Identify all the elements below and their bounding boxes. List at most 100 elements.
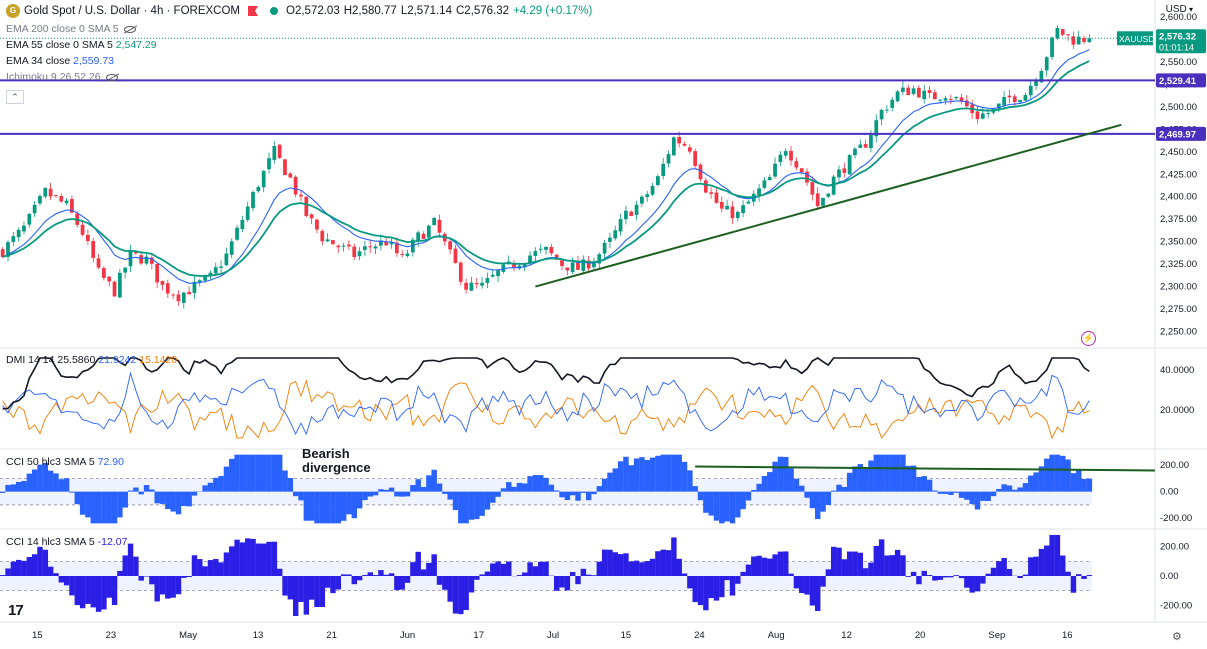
cci50-bar [21,480,27,492]
candle-body [219,266,223,268]
candle-body [480,282,484,286]
settings-gear-icon[interactable]: ⚙ [1172,631,1182,643]
candle-body [597,254,602,264]
cci14-bar [729,576,736,596]
symbol-header[interactable]: G Gold Spot / U.S. Dollar · 4h · FOREXCO… [6,3,592,19]
cci50-bar [1017,487,1023,492]
cci50-bar [649,457,656,492]
cci14-bar [862,568,869,576]
candle-body [581,259,586,271]
candle-body [1050,37,1054,58]
candle-body [533,251,538,256]
cci50-bar [916,477,922,492]
candle-body [778,154,783,163]
candle-body [554,254,559,260]
cci50-bar [356,491,363,509]
candle-body [565,267,570,271]
legend-ema34[interactable]: EMA 34 close 2,559.73 [6,53,114,69]
cci50-bar [783,456,789,492]
legend-cci14[interactable]: CCI 14 hlc3 SMA 5 -12.07 [6,534,127,550]
legend-dmi[interactable]: DMI 14 14 25.5860 21.9242 15.1420 [6,352,177,368]
legend-ema55[interactable]: EMA 55 close 0 SMA 5 2,547.29 [6,37,157,53]
x-tick-label: Aug [768,630,785,641]
hidden-eye-icon[interactable] [123,25,136,33]
cci14-bar [884,555,890,576]
level-price-tag [1156,73,1206,88]
cci50-bar [452,491,459,511]
annotation-line-1: Bearish [302,446,350,461]
cci50-bar [303,491,310,521]
collapse-legend-button[interactable]: ⌃ [6,90,24,104]
flag-icon[interactable] [248,6,259,16]
price-tick-label: 2,325.00 [1160,259,1197,270]
cci14-bar [442,576,448,590]
cci50-bar [42,462,49,492]
symbol-tag [1117,31,1153,46]
cci50-bar [548,484,555,492]
cci14-bar [282,576,288,596]
bearish-divergence-annotation[interactable]: Bearish divergence [302,447,371,475]
cci14-bar [463,576,469,611]
candle-body [379,240,383,246]
candle-body [741,205,745,214]
candle-body [980,113,985,119]
candle-body [954,97,959,99]
cci14-bar [740,571,746,576]
cci50-bar [644,460,650,492]
candle-body [315,219,319,230]
legend-ichimoku-label: Ichimoku 9 26 52 26 [6,71,101,83]
hidden-eye-icon[interactable] [105,73,118,81]
legend-ichimoku[interactable]: Ichimoku 9 26 52 26 [6,69,118,85]
cci50-bar [564,491,571,501]
legend-ema200-label: EMA 200 close 0 SMA 5 [6,23,119,35]
cci14-bar [948,576,954,578]
cci14-bar [522,572,528,576]
legend-ema200[interactable]: EMA 200 close 0 SMA 5 [6,21,136,37]
cci50-bar [15,481,22,492]
cci14-bar [506,561,512,576]
candle-body [528,255,532,263]
candle-body [261,170,266,188]
cci50-bar [191,491,198,496]
cci14-bar [591,575,597,576]
cci14-bar [351,576,358,585]
cci14-bar [223,552,230,576]
cci50-bar [538,475,544,492]
cci50-bar [841,486,848,492]
candle-body [309,214,314,219]
candle-body [27,213,32,225]
cci50-bar [431,469,437,492]
cci14-bar [1006,568,1013,576]
cci50-bar [607,472,613,492]
cci50-bar [127,490,134,492]
cci14-bar [756,555,762,576]
cci50-bar [276,454,283,492]
legend-ema34-value: 2,559.73 [73,55,114,67]
cci14-bar [138,576,144,581]
candle-body [927,90,932,93]
cci50-bar [90,491,96,524]
cci14-bar [761,557,768,576]
legend-cci50-value: 72.90 [97,456,124,468]
cci50-bar [623,456,629,492]
cci14-bar [841,559,848,576]
candle-body [432,218,437,226]
cci50-bar [484,491,491,510]
cci50-bar [388,487,395,492]
candle-body [437,219,442,233]
cci50-bar [681,461,688,492]
cci14-bar [383,574,389,576]
cci50-bar [692,486,698,492]
ascending-trendline [535,123,1122,288]
cci14-bar [26,556,33,576]
cci14-bar [932,576,938,581]
currency-selector[interactable]: USD [1166,4,1193,15]
candle-body [86,234,90,242]
lightning-icon[interactable]: ⚡ [1081,331,1096,346]
cci14-bar [921,570,927,576]
cci14-bar [692,576,698,603]
legend-cci50[interactable]: CCI 50 hlc3 SMA 5 72.90 [6,454,124,470]
cci14-bar [777,551,784,576]
candle-body [613,230,618,239]
